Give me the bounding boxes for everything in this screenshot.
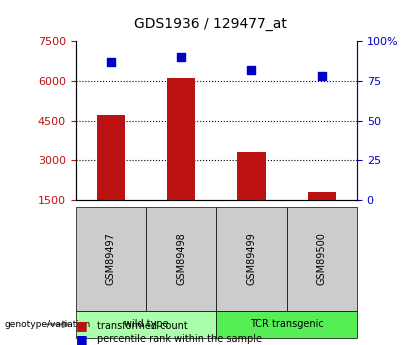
Text: GSM89499: GSM89499 xyxy=(247,233,257,285)
Text: TCR transgenic: TCR transgenic xyxy=(250,319,323,329)
Text: ■: ■ xyxy=(76,333,87,345)
Bar xyxy=(308,192,336,200)
Point xyxy=(108,59,114,65)
Point xyxy=(178,55,184,60)
Text: GDS1936 / 129477_at: GDS1936 / 129477_at xyxy=(134,17,286,31)
Point xyxy=(248,67,255,73)
Text: percentile rank within the sample: percentile rank within the sample xyxy=(97,334,262,344)
Bar xyxy=(97,116,125,200)
Bar xyxy=(237,152,265,200)
Text: GSM89497: GSM89497 xyxy=(106,232,116,285)
Text: GSM89500: GSM89500 xyxy=(317,232,327,285)
Text: wild type: wild type xyxy=(123,319,168,329)
Bar xyxy=(167,78,195,200)
Text: ■: ■ xyxy=(76,319,87,333)
Point xyxy=(318,73,325,79)
Text: genotype/variation: genotype/variation xyxy=(4,320,90,329)
Text: GSM89498: GSM89498 xyxy=(176,233,186,285)
Text: transformed count: transformed count xyxy=(97,321,187,331)
